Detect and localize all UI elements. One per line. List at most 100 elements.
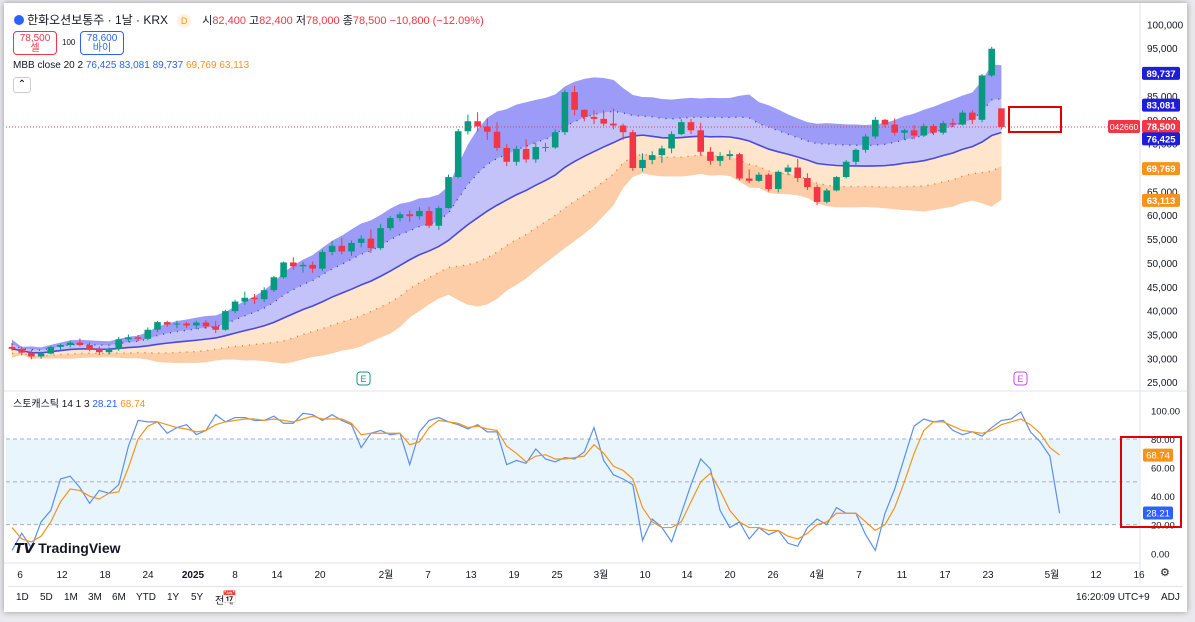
- buy-button[interactable]: 78,600 바이: [80, 31, 124, 55]
- price-tag-upper2: 89,737: [1146, 69, 1175, 80]
- earnings-marker-label: E: [360, 374, 366, 384]
- spread-value: 100: [62, 38, 76, 47]
- candle-body: [503, 147, 510, 162]
- earnings-marker-label: E: [1017, 374, 1023, 384]
- candle-body: [978, 75, 986, 120]
- candle-body: [76, 342, 84, 346]
- candle-body: [726, 154, 734, 157]
- timeframe-1Y[interactable]: 1Y: [167, 592, 180, 603]
- collapse-button[interactable]: ⌃: [13, 77, 31, 93]
- settings-gear-icon[interactable]: ⚙: [1160, 567, 1170, 579]
- time-tick-label: 19: [508, 570, 520, 581]
- candle-body: [842, 161, 850, 178]
- ohlc-close: 종78,500: [342, 15, 387, 27]
- candles-group: [8, 46, 1005, 360]
- candle-body: [600, 118, 607, 124]
- timeframe-1D[interactable]: 1D: [16, 592, 29, 603]
- candle-body: [648, 155, 656, 160]
- candle-body: [154, 322, 161, 330]
- candle-body: [852, 149, 860, 162]
- adj-toggle[interactable]: ADJ: [1161, 592, 1180, 603]
- candle-body: [319, 251, 326, 269]
- candle-body: [425, 210, 433, 226]
- stoch-tag-k: 28.21: [1146, 508, 1170, 519]
- price-tick-label: 50,000: [1147, 259, 1178, 270]
- timeframe-YTD[interactable]: YTD: [136, 592, 156, 603]
- candle-body: [687, 122, 695, 131]
- tv-logo-icon: 𝙏𝙑: [14, 540, 35, 556]
- candle-body: [658, 148, 666, 156]
- timeframe-3M[interactable]: 3M: [88, 592, 102, 603]
- mbb-legend[interactable]: MBB close 20 2 76,425 83,081 89,737 69,7…: [13, 60, 250, 71]
- timeframe-1M[interactable]: 1M: [64, 592, 78, 603]
- candle-body: [775, 171, 782, 189]
- candle-body: [581, 109, 588, 117]
- candle-body: [125, 337, 132, 340]
- time-tick-label: 26: [767, 570, 779, 581]
- stoch-legend[interactable]: 스토캐스틱 14 1 3 28.21 68.74: [13, 399, 146, 410]
- clock-readout: 16:20:09 UTC+9: [1076, 592, 1150, 603]
- sell-label: 셀: [30, 43, 40, 54]
- candle-body: [212, 326, 219, 330]
- earnings-marker-box: [1013, 371, 1028, 386]
- candle-body: [222, 311, 229, 330]
- candle-body: [794, 167, 801, 179]
- symbol-title[interactable]: 한화오션보통주 · 1날 · KRX: [27, 13, 169, 27]
- chart-canvas[interactable]: E E 25,000 30,000 35,000 40,000 45,000 50,000 55…: [4, 3, 1187, 612]
- price-tick-label: 45,000: [1147, 283, 1178, 294]
- candle-body: [348, 242, 355, 252]
- stoch-tick-label: 60.00: [1151, 464, 1175, 475]
- candle-body: [551, 132, 559, 148]
- candle-body: [891, 124, 898, 133]
- stoch-tick-label: 80.00: [1151, 435, 1175, 446]
- candle-body: [416, 210, 423, 217]
- candle-body: [513, 148, 520, 162]
- candle-body: [571, 92, 578, 110]
- candle-body: [183, 323, 190, 326]
- candle-body: [280, 262, 287, 278]
- candle-body: [445, 177, 452, 209]
- timeframe-5D[interactable]: 5D: [40, 592, 53, 603]
- price-tick-label: 65,000: [1147, 187, 1178, 198]
- candle-body: [862, 136, 869, 150]
- candle-body: [37, 353, 45, 357]
- sell-button[interactable]: 78,500 셀: [13, 31, 57, 55]
- candle-body: [338, 245, 346, 252]
- bollinger-upper1-line: [11, 98, 1002, 351]
- candle-body: [920, 126, 928, 136]
- candle-body: [959, 112, 966, 125]
- time-tick-label: 16: [1133, 570, 1145, 581]
- timeframe-5Y[interactable]: 5Y: [191, 592, 204, 603]
- time-tick-label: 12: [56, 570, 68, 581]
- bottom-divider: [8, 586, 1183, 587]
- stoch-tag-d: 68.74: [1146, 451, 1170, 462]
- candle-body: [745, 178, 753, 181]
- calendar-range-icon[interactable]: 📅: [222, 590, 237, 604]
- candle-body: [542, 147, 549, 149]
- stoch-k-line: [11, 410, 1061, 552]
- price-tag-upper1: 83,081: [1146, 101, 1176, 112]
- candle-body: [18, 348, 25, 353]
- candle-body: [765, 174, 772, 189]
- time-tick-label: 18: [99, 570, 111, 581]
- symbol-header: 한화오션보통주 · 1날 · KRX D 시82,400 고82,400 저78…: [14, 11, 484, 28]
- candle-body: [707, 151, 714, 161]
- price-tag-lower2: 63,113: [1147, 196, 1176, 207]
- time-tick-label: 14: [271, 570, 283, 581]
- candle-body: [823, 190, 831, 202]
- time-tick-label: 2025: [182, 570, 205, 581]
- earnings-marker: E: [1013, 371, 1028, 386]
- candle-body: [57, 345, 64, 347]
- candle-body: [716, 156, 724, 161]
- candle-body: [144, 329, 152, 339]
- time-tick-label: 10: [639, 570, 651, 581]
- candle-body: [115, 339, 122, 349]
- time-tick-label: 4월: [810, 569, 825, 581]
- candle-body: [66, 342, 74, 346]
- tradingview-logo[interactable]: 𝙏𝙑 TradingView: [14, 540, 121, 557]
- timeframe-전체[interactable]: 전체: [215, 596, 234, 607]
- candle-body: [396, 214, 404, 219]
- highlight-last-candle: [1008, 106, 1062, 133]
- candle-body: [406, 214, 413, 217]
- timeframe-6M[interactable]: 6M: [112, 592, 126, 603]
